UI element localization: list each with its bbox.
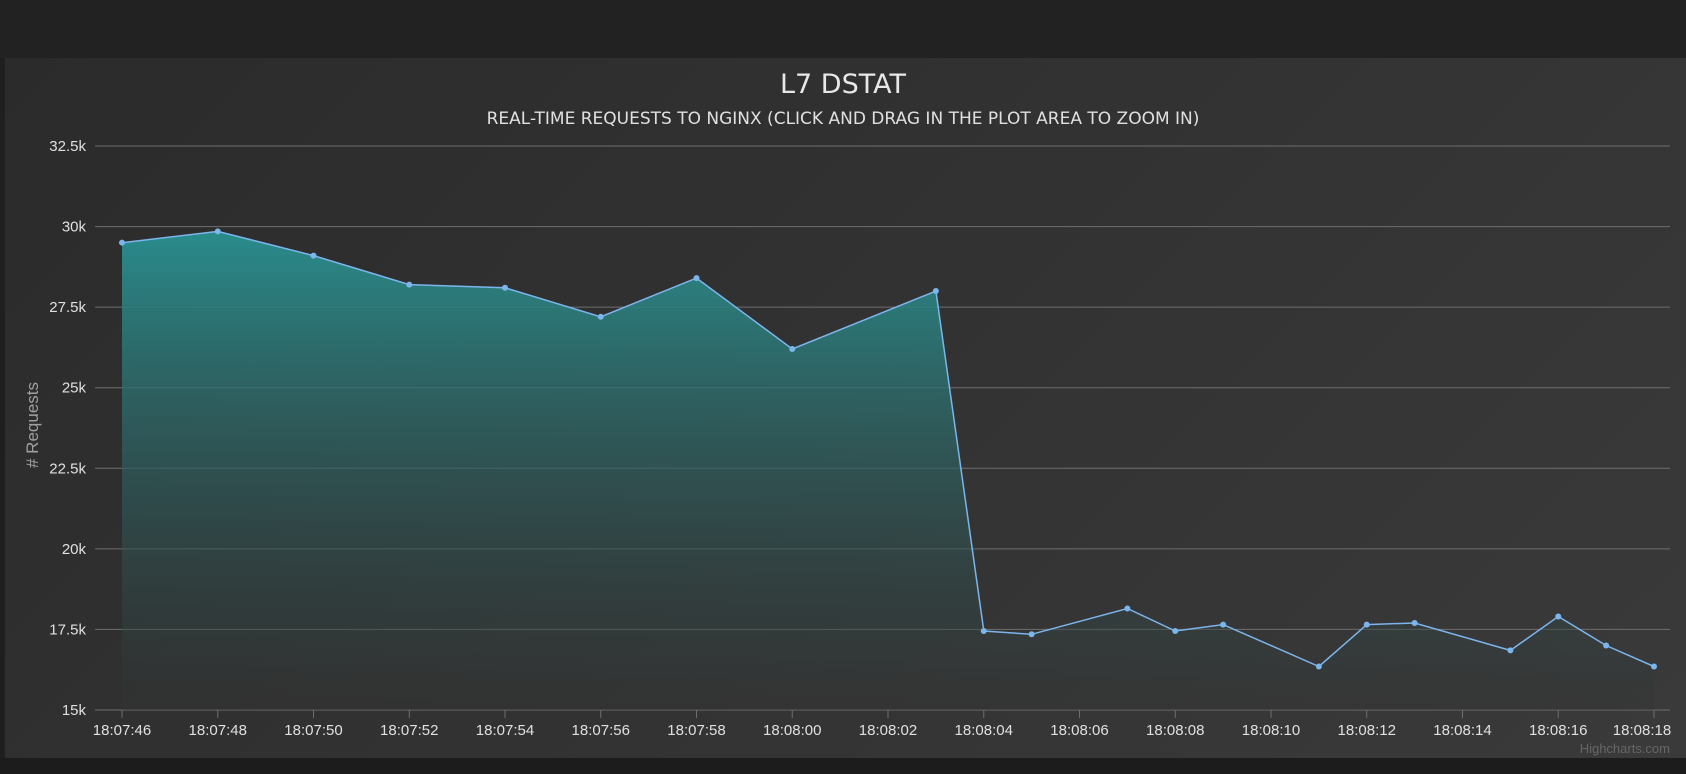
data-point[interactable] (980, 628, 987, 635)
data-point[interactable] (1028, 631, 1035, 638)
data-point[interactable] (1363, 621, 1370, 628)
data-point[interactable] (597, 313, 604, 320)
bottom-bar (0, 758, 1686, 774)
top-bar (0, 0, 1686, 58)
y-tick-label: 17.5k (49, 621, 86, 638)
data-point[interactable] (1220, 621, 1227, 628)
data-point[interactable] (1124, 605, 1131, 612)
x-tick-label: 18:07:58 (667, 722, 725, 739)
data-point[interactable] (1411, 619, 1418, 626)
x-tick-label: 18:08:00 (763, 722, 821, 739)
data-point[interactable] (693, 275, 700, 282)
y-axis-ticks: 15k 17.5k 20k 22.5k 25k 27.5k 30k 32.5k (49, 138, 86, 719)
data-point[interactable] (406, 281, 413, 288)
data-point[interactable] (1315, 663, 1322, 670)
x-axis-ticks: 18:07:46 18:07:48 18:07:50 18:07:52 18:07:54… (93, 710, 1671, 739)
data-point[interactable] (119, 239, 125, 246)
y-axis-title: # Requests (23, 382, 42, 468)
y-tick-label: 30k (62, 219, 87, 236)
left-edge (0, 58, 5, 758)
x-tick-label: 18:08:06 (1050, 722, 1108, 739)
y-tick-label: 25k (62, 380, 87, 397)
x-tick-label: 18:08:02 (859, 722, 917, 739)
data-point[interactable] (789, 346, 796, 353)
data-point[interactable] (214, 228, 221, 235)
x-tick-label: 18:08:08 (1146, 722, 1204, 739)
data-point[interactable] (1555, 613, 1562, 620)
series-area (122, 231, 1654, 710)
x-tick-label: 18:08:04 (955, 722, 1013, 739)
x-tick-label: 18:08:16 (1529, 722, 1587, 739)
y-tick-label: 22.5k (49, 460, 86, 477)
x-tick-label: 18:08:12 (1338, 722, 1396, 739)
data-point[interactable] (1507, 647, 1514, 654)
data-point[interactable] (1603, 642, 1610, 649)
x-tick-label: 18:07:48 (189, 722, 247, 739)
data-point[interactable] (310, 252, 317, 259)
x-tick-label: 18:08:18 (1613, 722, 1671, 739)
x-tick-label: 18:07:46 (93, 722, 151, 739)
y-tick-label: 15k (62, 702, 87, 719)
x-tick-label: 18:07:54 (476, 722, 534, 739)
x-tick-label: 18:07:56 (572, 722, 630, 739)
x-tick-label: 18:07:50 (284, 722, 342, 739)
credits-link[interactable]: Highcharts.com (1580, 741, 1670, 756)
x-tick-label: 18:08:14 (1433, 722, 1491, 739)
y-tick-label: 27.5k (49, 299, 86, 316)
series-points (119, 228, 1657, 670)
data-point[interactable] (502, 284, 508, 291)
chart-title: L7 DSTAT (780, 69, 907, 100)
x-tick-label: 18:08:10 (1242, 722, 1300, 739)
data-point[interactable] (932, 288, 939, 295)
chart-subtitle: REAL-TIME REQUESTS TO NGINX (CLICK AND D… (487, 109, 1200, 129)
y-tick-label: 20k (62, 541, 87, 558)
data-point[interactable] (1651, 663, 1657, 670)
y-tick-label: 32.5k (49, 138, 86, 155)
data-point[interactable] (1172, 628, 1179, 635)
x-tick-label: 18:07:52 (380, 722, 438, 739)
